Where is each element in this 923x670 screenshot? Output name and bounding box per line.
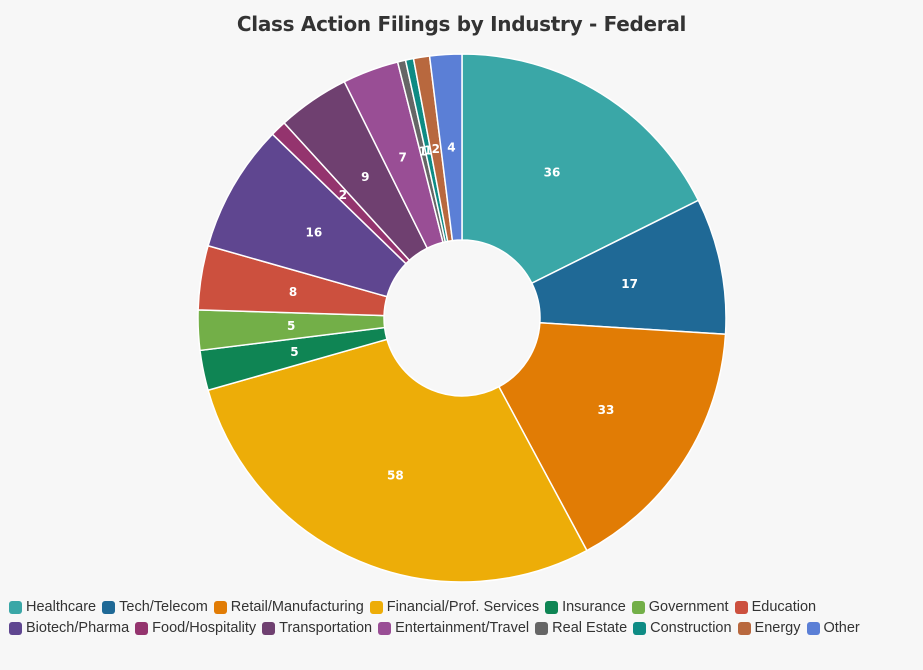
legend-item-food-hospitality[interactable]: Food/Hospitality: [135, 619, 256, 637]
legend-item-real-estate[interactable]: Real Estate: [535, 619, 627, 637]
slice-label-food-hospitality: 2: [339, 188, 347, 202]
slice-label-energy: 2: [432, 142, 440, 156]
legend-item-energy[interactable]: Energy: [737, 619, 801, 637]
legend-label: Healthcare: [26, 599, 97, 615]
legend-swatch: [9, 600, 22, 614]
legend-swatch: [633, 621, 647, 635]
legend-label: Insurance: [562, 599, 626, 615]
chart-title: Class Action Filings by Industry - Feder…: [236, 12, 687, 36]
slice-label-tech-telecom: 17: [621, 277, 638, 291]
legend-label: Energy: [754, 620, 801, 636]
legend-label: Other: [823, 620, 860, 636]
legend-item-transportation[interactable]: Transportation: [262, 619, 372, 637]
slice-financial-prof-services[interactable]: [207, 338, 588, 583]
slice-retail-manufacturing[interactable]: [497, 322, 727, 552]
legend-label: Retail/Manufacturing: [230, 599, 364, 615]
legend-label: Entertainment/Travel: [395, 620, 530, 636]
legend-item-construction[interactable]: Construction: [633, 619, 732, 637]
slice-label-biotech-pharma: 16: [306, 226, 323, 240]
slice-label-insurance: 5: [290, 345, 298, 359]
legend-label: Transportation: [279, 620, 373, 636]
legend-swatch: [135, 621, 149, 635]
slice-label-education: 8: [289, 285, 297, 299]
slice-other[interactable]: [428, 53, 463, 242]
legend-item-education[interactable]: Education: [734, 598, 817, 616]
slice-label-financial-prof-services: 58: [387, 468, 404, 482]
slice-tech-telecom[interactable]: [530, 199, 727, 336]
legend-swatch: [378, 621, 392, 635]
slice-label-construction: 1: [424, 143, 432, 157]
slice-label-other: 4: [447, 140, 455, 154]
legend-label: Biotech/Pharma: [26, 620, 130, 636]
legend-swatch: [734, 600, 748, 614]
legend-item-government[interactable]: Government: [631, 598, 729, 616]
legend-swatch: [545, 600, 559, 614]
legend-swatch: [631, 600, 645, 614]
slice-label-retail-manufacturing: 33: [598, 403, 615, 417]
legend-swatch: [9, 621, 22, 635]
slice-label-entertainment-travel: 7: [399, 151, 407, 165]
legend-item-healthcare[interactable]: Healthcare: [9, 598, 96, 616]
legend-label: Tech/Telecom: [119, 599, 208, 615]
legend-swatch: [102, 600, 116, 614]
legend-item-other[interactable]: Other: [806, 619, 860, 637]
legend-item-entertainment-travel[interactable]: Entertainment/Travel: [378, 619, 529, 637]
legend-label: Construction: [650, 620, 732, 636]
legend-swatch: [806, 621, 820, 635]
chart-legend: Healthcare Tech/Telecom Retail/Manufacturi…: [9, 598, 909, 637]
legend-label: Government: [648, 599, 729, 615]
slice-label-government: 5: [287, 319, 295, 333]
legend-swatch: [737, 621, 751, 635]
legend-label: Food/Hospitality: [152, 620, 257, 636]
legend-swatch: [535, 621, 549, 635]
legend-item-financial-prof-services[interactable]: Financial/Prof. Services: [369, 598, 540, 616]
legend-label: Education: [751, 599, 817, 615]
legend-swatch: [262, 621, 276, 635]
legend-swatch: [369, 600, 383, 614]
legend-label: Financial/Prof. Services: [386, 599, 540, 615]
slice-label-healthcare: 36: [544, 166, 561, 180]
slice-healthcare[interactable]: [461, 53, 700, 285]
legend-item-tech-telecom[interactable]: Tech/Telecom: [102, 598, 208, 616]
legend-item-retail-manufacturing[interactable]: Retail/Manufacturing: [213, 598, 364, 616]
slice-label-real-estate: 1: [419, 145, 427, 159]
legend-swatch: [213, 600, 227, 614]
legend-item-biotech-pharma[interactable]: Biotech/Pharma: [9, 619, 129, 637]
legend-item-insurance[interactable]: Insurance: [545, 598, 626, 616]
legend-label: Real Estate: [552, 620, 628, 636]
slice-label-transportation: 9: [361, 170, 369, 184]
